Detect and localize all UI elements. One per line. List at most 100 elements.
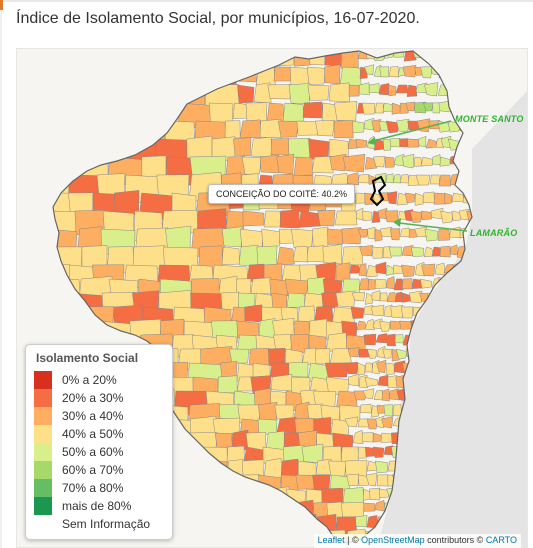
- municipality-shape[interactable]: [315, 514, 337, 532]
- municipality-shape[interactable]: [306, 403, 324, 420]
- municipality-shape[interactable]: [270, 374, 293, 392]
- municipality-shape[interactable]: [256, 487, 274, 507]
- municipality-shape[interactable]: [452, 81, 466, 94]
- municipality-shape[interactable]: [217, 375, 238, 394]
- municipality-shape[interactable]: [429, 174, 440, 185]
- municipality-shape[interactable]: [469, 66, 481, 79]
- municipality-shape[interactable]: [288, 82, 311, 105]
- municipality-shape[interactable]: [301, 443, 324, 464]
- municipality-shape[interactable]: [388, 84, 397, 97]
- municipality-shape[interactable]: [47, 102, 83, 132]
- municipality-shape[interactable]: [357, 362, 366, 376]
- municipality-shape[interactable]: [365, 472, 378, 487]
- municipality-shape[interactable]: [376, 474, 389, 487]
- municipality-shape[interactable]: [400, 306, 414, 319]
- municipality-shape[interactable]: [393, 278, 404, 291]
- municipality-shape[interactable]: [282, 102, 305, 123]
- municipality-shape[interactable]: [184, 473, 223, 499]
- municipality-shape[interactable]: [352, 120, 365, 134]
- municipality-shape[interactable]: [186, 66, 220, 92]
- municipality-shape[interactable]: [420, 210, 433, 221]
- municipality-shape[interactable]: [399, 102, 409, 114]
- municipality-shape[interactable]: [253, 530, 278, 546]
- municipality-shape[interactable]: [385, 276, 396, 290]
- municipality-shape[interactable]: [328, 460, 347, 477]
- municipality-shape[interactable]: [289, 66, 310, 87]
- municipality-shape[interactable]: [389, 137, 401, 148]
- municipality-shape[interactable]: [44, 154, 74, 181]
- municipality-shape[interactable]: [385, 173, 394, 184]
- municipality-shape[interactable]: [169, 446, 200, 472]
- municipality-shape[interactable]: [276, 246, 295, 266]
- municipality-shape[interactable]: [378, 488, 390, 499]
- municipality-shape[interactable]: [355, 515, 368, 528]
- municipality-shape[interactable]: [379, 292, 388, 302]
- municipality-shape[interactable]: [422, 191, 435, 204]
- municipality-shape[interactable]: [292, 245, 309, 263]
- municipality-shape[interactable]: [460, 155, 472, 167]
- municipality-shape[interactable]: [391, 102, 401, 115]
- municipality-shape[interactable]: [400, 264, 416, 278]
- municipality-shape[interactable]: [315, 119, 335, 137]
- municipality-shape[interactable]: [344, 416, 359, 428]
- municipality-shape[interactable]: [379, 66, 390, 78]
- municipality-shape[interactable]: [395, 348, 408, 360]
- municipality-shape[interactable]: [293, 320, 310, 337]
- municipality-shape[interactable]: [47, 264, 71, 290]
- municipality-shape[interactable]: [431, 154, 441, 166]
- municipality-shape[interactable]: [374, 102, 385, 114]
- municipality-shape[interactable]: [422, 102, 434, 112]
- municipality-shape[interactable]: [410, 246, 425, 257]
- municipality-shape[interactable]: [81, 102, 105, 131]
- municipality-shape[interactable]: [374, 278, 387, 289]
- municipality-shape[interactable]: [379, 226, 393, 238]
- municipality-shape[interactable]: [96, 544, 128, 548]
- choropleth-map[interactable]: [17, 49, 528, 548]
- municipality-shape[interactable]: [438, 174, 452, 187]
- municipality-shape[interactable]: [295, 474, 316, 490]
- municipality-shape[interactable]: [414, 192, 424, 206]
- municipality-shape[interactable]: [394, 291, 404, 303]
- municipality-shape[interactable]: [221, 474, 242, 492]
- municipality-shape[interactable]: [414, 226, 428, 238]
- municipality-shape[interactable]: [432, 102, 441, 114]
- municipality-shape[interactable]: [44, 64, 79, 93]
- municipality-shape[interactable]: [418, 135, 427, 148]
- municipality-shape[interactable]: [450, 102, 461, 112]
- municipality-shape[interactable]: [401, 278, 413, 290]
- municipality-shape[interactable]: [157, 49, 195, 78]
- carto-link[interactable]: CARTO: [485, 535, 517, 545]
- municipality-shape[interactable]: [229, 348, 250, 364]
- municipality-shape[interactable]: [347, 138, 359, 150]
- municipality-shape[interactable]: [404, 192, 416, 204]
- municipality-shape[interactable]: [367, 348, 378, 359]
- municipality-shape[interactable]: [449, 66, 462, 79]
- municipality-shape[interactable]: [264, 545, 281, 548]
- municipality-shape[interactable]: [399, 320, 413, 330]
- municipality-shape[interactable]: [307, 276, 326, 296]
- municipality-shape[interactable]: [263, 210, 282, 228]
- municipality-shape[interactable]: [451, 210, 462, 222]
- municipality-shape[interactable]: [134, 66, 162, 95]
- municipality-shape[interactable]: [381, 388, 390, 402]
- municipality-shape[interactable]: [386, 292, 397, 303]
- municipality-shape[interactable]: [362, 388, 375, 400]
- municipality-shape[interactable]: [425, 138, 438, 149]
- municipality-shape[interactable]: [232, 102, 249, 120]
- municipality-shape[interactable]: [298, 210, 322, 228]
- municipality-shape[interactable]: [371, 210, 381, 223]
- municipality-shape[interactable]: [375, 460, 389, 474]
- municipality-shape[interactable]: [140, 84, 176, 109]
- municipality-shape[interactable]: [97, 49, 131, 77]
- municipality-shape[interactable]: [439, 245, 451, 258]
- municipality-shape[interactable]: [382, 138, 392, 151]
- municipality-shape[interactable]: [182, 499, 220, 522]
- municipality-shape[interactable]: [402, 64, 417, 78]
- municipality-shape[interactable]: [292, 499, 314, 518]
- municipality-shape[interactable]: [218, 66, 237, 87]
- municipality-shape[interactable]: [384, 156, 395, 168]
- municipality-shape[interactable]: [242, 210, 265, 227]
- municipality-shape[interactable]: [424, 82, 439, 97]
- municipality-shape[interactable]: [458, 208, 470, 221]
- municipality-shape[interactable]: [334, 210, 358, 226]
